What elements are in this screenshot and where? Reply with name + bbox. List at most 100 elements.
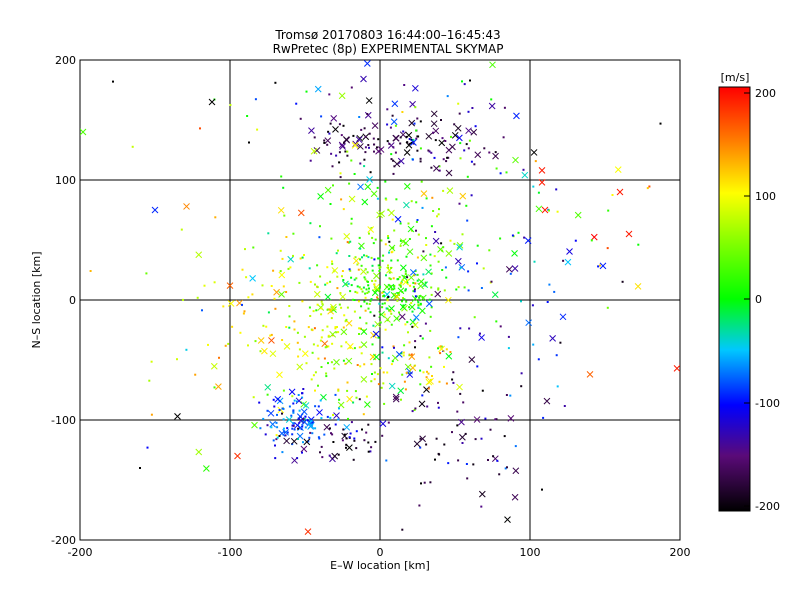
scatter-point xyxy=(352,401,355,404)
scatter-point xyxy=(390,158,393,161)
scatter-cross xyxy=(388,382,396,390)
scatter-point xyxy=(355,277,358,280)
scatter-point xyxy=(362,413,365,416)
scatter-point xyxy=(301,425,304,428)
scatter-point xyxy=(274,307,277,310)
scatter-point xyxy=(329,416,332,419)
scatter-point xyxy=(384,180,387,183)
scatter-point xyxy=(411,410,414,413)
scatter-point xyxy=(353,437,356,440)
scatter-point xyxy=(445,382,448,385)
scatter-point xyxy=(388,309,391,312)
scatter-cross xyxy=(574,211,582,219)
scatter-point xyxy=(360,288,363,291)
scatter-point xyxy=(405,371,408,374)
scatter-point xyxy=(446,156,449,159)
scatter-point xyxy=(331,433,334,436)
scatter-point xyxy=(449,351,452,353)
scatter-cross xyxy=(301,350,309,357)
scatter-point xyxy=(291,433,294,436)
scatter-point xyxy=(281,257,284,260)
scatter-point xyxy=(408,354,411,357)
scatter-cross xyxy=(586,371,594,378)
scatter-cross xyxy=(329,330,337,338)
scatter-point xyxy=(425,376,428,379)
scatter-cross xyxy=(285,416,293,423)
scatter-cross xyxy=(339,293,347,301)
scatter-point xyxy=(408,306,411,309)
scatter-cross xyxy=(316,409,323,416)
scatter-point xyxy=(274,457,277,460)
scatter-point xyxy=(447,156,450,159)
scatter-point xyxy=(405,300,408,303)
scatter-point xyxy=(430,286,433,289)
scatter-point xyxy=(281,407,284,410)
scatter-point xyxy=(389,285,392,288)
scatter-point xyxy=(371,264,374,267)
scatter-point xyxy=(367,450,370,453)
scatter-cross xyxy=(395,350,403,358)
scatter-point xyxy=(342,428,345,431)
scatter-cross xyxy=(361,198,369,206)
scatter-point xyxy=(291,427,294,430)
scatter-point xyxy=(326,415,329,418)
scatter-cross xyxy=(566,248,573,255)
scatter-point xyxy=(328,93,331,96)
scatter-point xyxy=(373,283,376,286)
scatter-point xyxy=(443,365,445,368)
scatter-point xyxy=(438,208,440,211)
scatter-cross xyxy=(348,195,356,203)
scatter-cross xyxy=(296,363,304,371)
scatter-cross xyxy=(541,206,549,214)
scatter-point xyxy=(417,306,420,309)
scatter-point xyxy=(326,282,329,285)
scatter-point xyxy=(346,154,349,157)
scatter-cross xyxy=(324,137,332,144)
scatter-point xyxy=(308,436,311,439)
scatter-point xyxy=(412,138,415,141)
scatter-point xyxy=(416,256,419,259)
scatter-cross xyxy=(342,136,350,143)
scatter-point xyxy=(401,300,403,303)
scatter-point xyxy=(350,86,353,89)
scatter-point xyxy=(382,290,385,293)
scatter-point xyxy=(480,505,483,508)
scatter-point xyxy=(360,352,363,355)
scatter-cross xyxy=(400,264,407,272)
scatter-point xyxy=(611,194,614,196)
scatter-point xyxy=(320,300,323,303)
scatter-cross xyxy=(614,166,622,174)
scatter-point xyxy=(331,305,334,308)
scatter-cross xyxy=(634,282,642,290)
scatter-point xyxy=(337,418,340,421)
scatter-point xyxy=(207,343,209,346)
scatter-point xyxy=(353,439,356,442)
scatter-point xyxy=(298,409,301,412)
scatter-point xyxy=(313,136,316,139)
scatter-point xyxy=(366,271,369,274)
scatter-point xyxy=(262,417,265,420)
scatter-point xyxy=(327,362,329,365)
scatter-point xyxy=(386,123,389,126)
x-tick-label: 100 xyxy=(520,546,541,559)
scatter-point xyxy=(342,208,345,211)
scatter-cross xyxy=(376,211,383,219)
scatter-point xyxy=(345,446,347,449)
scatter-point xyxy=(457,286,460,289)
scatter-cross xyxy=(331,452,339,460)
scatter-cross xyxy=(151,206,159,214)
scatter-cross xyxy=(283,437,290,445)
scatter-point xyxy=(379,285,381,288)
scatter-point xyxy=(367,441,370,444)
scatter-point xyxy=(267,232,270,235)
scatter-point xyxy=(285,236,288,238)
scatter-point xyxy=(316,264,319,267)
scatter-point xyxy=(461,233,464,236)
scatter-point xyxy=(416,219,419,221)
scatter-point xyxy=(310,420,313,423)
scatter-point xyxy=(468,327,471,330)
scatter-cross xyxy=(332,126,339,133)
scatter-cross xyxy=(277,206,285,214)
scatter-point xyxy=(404,288,407,291)
scatter-point xyxy=(302,441,304,444)
